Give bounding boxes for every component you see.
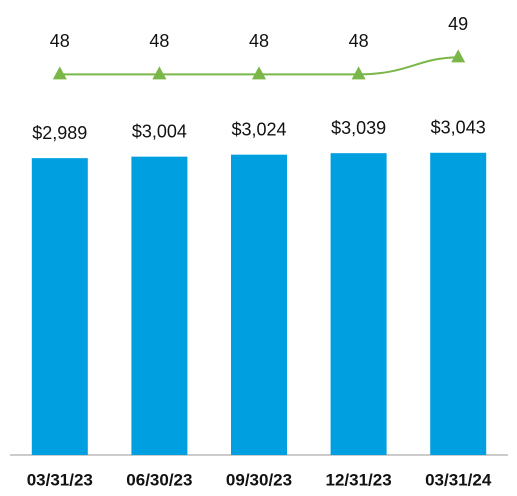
bar [330, 153, 387, 455]
bar [430, 152, 487, 455]
bar-value-label: $3,043 [431, 118, 486, 138]
line-marker [351, 66, 366, 80]
bar [231, 154, 287, 455]
x-tick-label: 03/31/24 [425, 470, 492, 489]
bar [31, 158, 88, 455]
line-value-label: 48 [149, 31, 169, 51]
line-value-label: 48 [249, 31, 269, 51]
x-tick-label: 09/30/23 [226, 470, 292, 489]
line-value-label: 48 [50, 31, 70, 51]
line-value-label: 48 [349, 31, 369, 51]
line-value-label: 49 [448, 14, 468, 34]
bar [131, 156, 188, 455]
bar-value-label: $3,024 [231, 119, 286, 139]
line-marker [451, 49, 466, 63]
line-marker [252, 66, 266, 80]
bar-value-label: $2,989 [32, 123, 87, 143]
line-marker [52, 66, 67, 80]
bar-value-label: $3,004 [132, 121, 187, 141]
x-tick-label: 12/31/23 [326, 470, 392, 489]
x-tick-label: 06/30/23 [126, 470, 192, 489]
x-tick-label: 03/31/23 [27, 470, 93, 489]
line-marker [152, 66, 167, 80]
bar-value-label: $3,039 [331, 118, 386, 138]
